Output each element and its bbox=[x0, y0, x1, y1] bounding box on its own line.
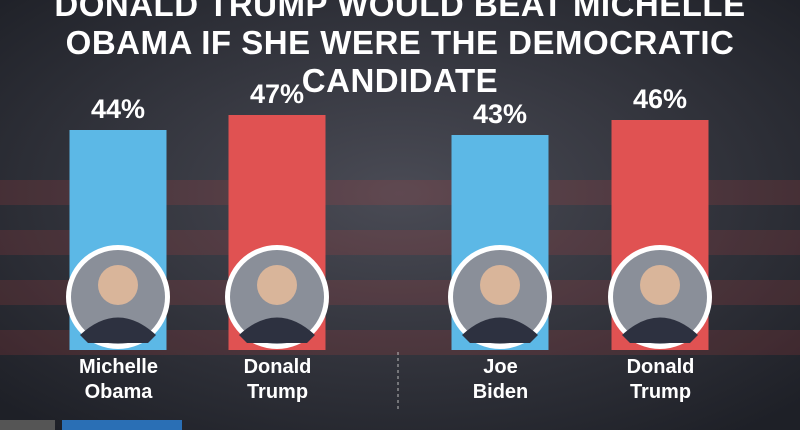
portrait-face bbox=[640, 265, 680, 305]
category-label: Donald Trump bbox=[243, 356, 312, 403]
portrait-body bbox=[462, 317, 538, 343]
value-label: 44% bbox=[90, 94, 146, 124]
portrait-face bbox=[480, 265, 520, 305]
portrait-body bbox=[622, 317, 698, 343]
category-label: Donald Trump bbox=[626, 356, 695, 403]
portrait-body bbox=[239, 317, 315, 343]
category-label: Michelle Obama bbox=[79, 356, 158, 403]
portrait-body bbox=[80, 317, 156, 343]
chart-title: DONALD TRUMP WOULD BEAT MICHELLE OBAMA I… bbox=[54, 0, 746, 99]
portrait-face bbox=[98, 265, 138, 305]
logo bbox=[0, 420, 55, 430]
portrait-face bbox=[257, 265, 297, 305]
value-label: 43% bbox=[472, 99, 528, 129]
value-label: 46% bbox=[632, 84, 688, 114]
source-bar bbox=[62, 420, 182, 430]
category-label: Joe Biden bbox=[472, 356, 529, 403]
value-label: 47% bbox=[249, 79, 305, 109]
